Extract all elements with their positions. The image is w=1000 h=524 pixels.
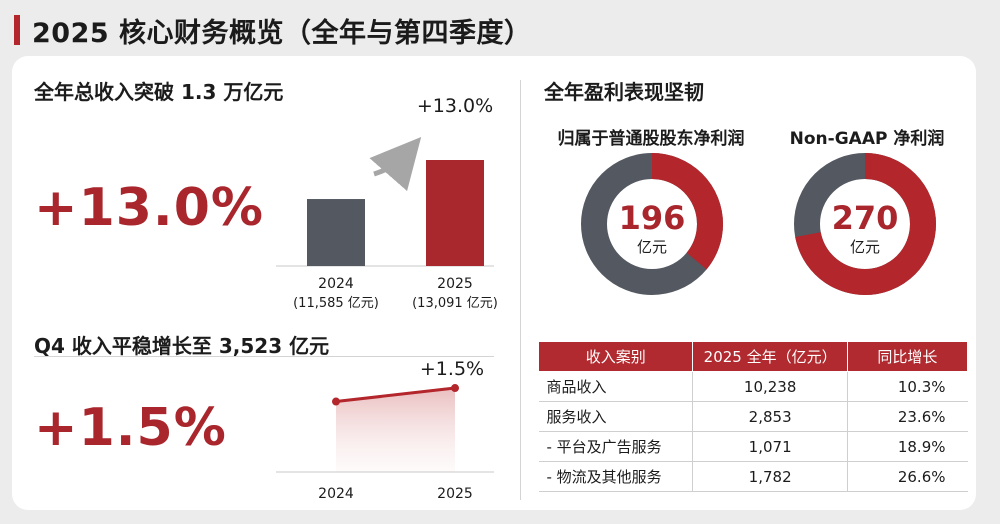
donut-right-value: 270: [832, 199, 899, 237]
table-cell-yoy: 26.6%: [847, 461, 968, 492]
left-divider: [34, 356, 494, 357]
line-x-label-2025: 2025: [437, 486, 473, 502]
table-cell-category: 商品收入: [538, 371, 693, 402]
q4-point-2024: [332, 397, 340, 406]
title-accent-bar: [14, 15, 20, 45]
table-cell-yoy: 23.6%: [847, 401, 968, 432]
table-row: - 平台及广告服务 1,071 18.9%: [538, 431, 968, 462]
table-cell-category: 服务收入: [538, 401, 693, 432]
bar-2024: [307, 199, 365, 266]
table-cell-category: - 物流及其他服务: [538, 461, 693, 492]
annual-revenue-bar-chart: +13.0% 2024 (11,585 亿元) 2025 (13,091 亿元): [276, 95, 498, 311]
table-header-yoy: 同比增长: [846, 341, 969, 372]
q4-area-fill: [336, 388, 455, 472]
q4-revenue-title: Q4 收入平稳增长至 3,523 亿元: [34, 334, 330, 358]
revenue-breakdown-table: 收入案别 2025 全年（亿元） 同比增长 商品收入 10,238 10.3% …: [537, 341, 969, 492]
donut-left-red-segment: [581, 153, 723, 295]
table-header-category: 收入案别: [537, 341, 694, 372]
bar-x-sublabel-2025: (13,091 亿元): [412, 296, 498, 311]
table-header-row: 收入案别 2025 全年（亿元） 同比增长: [537, 341, 969, 372]
q4-point-2025: [451, 384, 459, 393]
q4-revenue-line-chart: +1.5% 2024 2025: [276, 358, 494, 502]
q4-growth-label: +1.5%: [420, 358, 484, 380]
donut-left-label: 归属于普通股股东净利润: [557, 129, 745, 149]
center-divider: [520, 80, 521, 500]
table-cell-annual: 10,238: [692, 371, 848, 402]
annual-revenue-title: 全年总收入突破 1.3 万亿元: [34, 80, 284, 104]
table-row: - 物流及其他服务 1,782 26.6%: [538, 461, 968, 492]
line-x-label-2024: 2024: [318, 486, 354, 502]
table-cell-annual: 1,071: [692, 431, 848, 462]
q4-line: [335, 386, 456, 404]
table-row: 服务收入 2,853 23.6%: [538, 401, 968, 432]
donut-right-red-segment: [794, 153, 936, 295]
overview-card: 全年总收入突破 1.3 万亿元 +13.0% +13.0% 2024 (11,5…: [12, 56, 976, 510]
table-cell-annual: 1,782: [692, 461, 848, 492]
table-cell-yoy: 18.9%: [847, 431, 968, 462]
table-row: 商品收入 10,238 10.3%: [538, 371, 968, 402]
table-header-annual: 2025 全年（亿元）: [692, 341, 848, 372]
page-title: 2025 核心财务概览（全年与第四季度）: [32, 17, 532, 49]
profit-title: 全年盈利表现坚韧: [544, 80, 704, 104]
bar-growth-label: +13.0%: [417, 95, 493, 117]
q4-growth-big: +1.5%: [34, 398, 227, 458]
bar-2025: [426, 160, 484, 266]
growth-arrow: [369, 136, 422, 192]
donut-right-unit: 亿元: [850, 238, 880, 256]
donut-right-label: Non-GAAP 净利润: [789, 129, 945, 149]
table-cell-yoy: 10.3%: [847, 371, 968, 402]
table-cell-annual: 2,853: [692, 401, 848, 432]
annual-growth-big: +13.0%: [34, 178, 264, 238]
donut-left-value: 196: [619, 199, 686, 237]
page-header: 2025 核心财务概览（全年与第四季度）: [14, 12, 532, 49]
table-cell-category: - 平台及广告服务: [538, 431, 693, 462]
bar-x-label-2025: 2025: [437, 276, 473, 292]
bar-x-sublabel-2024: (11,585 亿元): [293, 296, 379, 311]
net-profit-donut: 196 亿元: [581, 153, 723, 295]
donut-left-unit: 亿元: [637, 238, 667, 256]
bar-x-label-2024: 2024: [318, 276, 354, 292]
non-gaap-profit-donut: 270 亿元: [794, 153, 936, 295]
